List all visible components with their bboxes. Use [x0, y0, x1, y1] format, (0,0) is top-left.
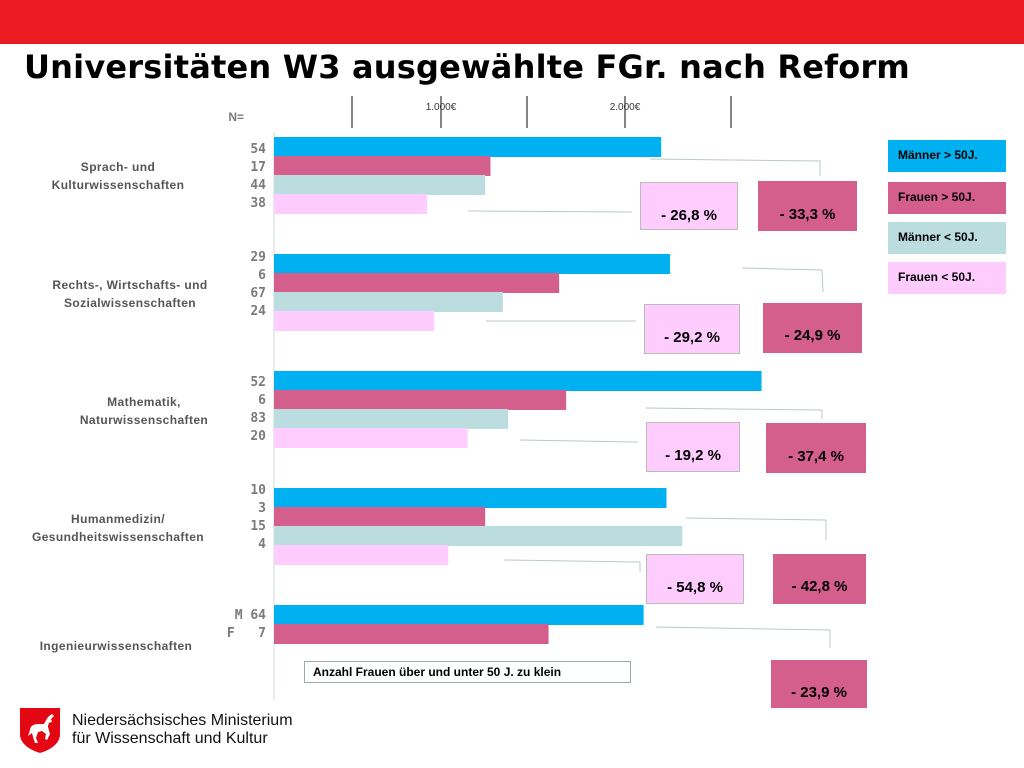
n-value: 17: [250, 160, 266, 175]
top-red-bar: [0, 0, 1024, 44]
n-value: M 64: [234, 608, 266, 623]
category-label-line: Mathematik,: [107, 395, 181, 409]
bar-3-0: [274, 488, 667, 508]
connector-line: [655, 626, 831, 648]
connector-line: [519, 439, 639, 443]
diff-box-ueber-50: - 23,9 %: [771, 660, 867, 708]
ministry-name: Niedersächsisches Ministerium für Wissen…: [72, 712, 293, 748]
n-value: 4: [258, 537, 266, 552]
bar-4-0: [274, 605, 644, 625]
axis-tick-label: 2.000€: [610, 102, 641, 113]
bar-1-2: [274, 292, 503, 312]
bar-3-2: [274, 526, 683, 546]
category-label-line: Sprach- und: [80, 160, 156, 174]
ministry-line: für Wissenschaft und Kultur: [72, 730, 268, 747]
n-value: 54: [250, 142, 266, 157]
connector-line: [645, 407, 823, 419]
diff-box-ueber-50: - 42,8 %: [773, 554, 866, 604]
diff-box-unter-50: - 26,8 %: [640, 182, 738, 230]
category-label-line: Sozialwissenschaften: [63, 296, 197, 310]
legend-frauen-ueber-50: Frauen > 50J.: [888, 182, 1006, 214]
n-value: F 7: [226, 626, 266, 641]
diff-box-unter-50: - 19,2 %: [646, 422, 740, 472]
diff-box-ueber-50: - 33,3 %: [758, 181, 857, 231]
bar-4-1: [274, 624, 549, 644]
category-label-line: Rechts-, Wirtschafts- und: [52, 278, 208, 292]
bar-2-1: [274, 390, 567, 410]
n-header: N=: [228, 110, 244, 124]
n-value: 67: [250, 286, 266, 301]
n-value: 10: [250, 483, 266, 498]
category-label-line: Ingenieurwissenschaften: [39, 639, 193, 653]
n-value: 6: [258, 393, 266, 408]
diff-box-ueber-50: - 37,4 %: [766, 423, 866, 473]
bar-0-3: [274, 194, 428, 214]
page-title: Universitäten W3 ausgewählte FGr. nach R…: [24, 48, 910, 86]
n-value: 83: [250, 411, 266, 426]
connector-line: [649, 158, 821, 176]
connector-line: [503, 559, 641, 572]
category-label-mathematik: Mathematik, Naturwissenschaften: [34, 393, 254, 429]
bar-1-1: [274, 273, 560, 293]
axis-tick-label: 1.000€: [426, 102, 457, 113]
legend-maenner-ueber-50: Männer > 50J.: [888, 140, 1006, 172]
diff-box-ueber-50: - 24,9 %: [763, 303, 862, 353]
n-value: 52: [250, 375, 266, 390]
connector-line: [741, 267, 824, 293]
n-value: 20: [250, 429, 266, 444]
n-value: 6: [258, 268, 266, 283]
legend-frauen-unter-50: Frauen < 50J.: [888, 262, 1006, 294]
bar-2-3: [274, 428, 468, 448]
niedersachsen-horse-logo: [18, 706, 62, 759]
category-label-sprach: Sprach- und Kulturwissenschaften: [8, 158, 228, 194]
category-label-line: Kulturwissenschaften: [51, 178, 185, 192]
bar-1-3: [274, 311, 435, 331]
n-value: 44: [250, 178, 266, 193]
diff-box-unter-50: - 54,8 %: [646, 554, 744, 604]
n-value: 24: [250, 304, 266, 319]
n-value: 29: [250, 250, 266, 265]
category-label-line: Humanmedizin/: [71, 512, 165, 526]
category-label-humanmedizin: Humanmedizin/ Gesundheitswissenschaften: [8, 510, 228, 546]
ministry-line: Niedersächsisches Ministerium: [72, 712, 293, 729]
connector-line: [467, 210, 633, 213]
category-label-line: Naturwissenschaften: [79, 413, 209, 427]
n-value: 38: [250, 196, 266, 211]
connector-line: [685, 517, 827, 540]
bar-chart: 1.000€ 2.000€: [273, 96, 831, 700]
bar-3-3: [274, 545, 449, 565]
category-label-rechts: Rechts-, Wirtschafts- und Sozialwissensc…: [20, 276, 240, 312]
bar-3-1: [274, 507, 486, 527]
bar-0-2: [274, 175, 486, 195]
note-box: Anzahl Frauen über und unter 50 J. zu kl…: [304, 661, 631, 683]
n-value: 3: [258, 501, 266, 516]
category-label-line: Gesundheitswissenschaften: [31, 530, 205, 544]
bar-0-1: [274, 156, 491, 176]
bar-2-0: [274, 371, 762, 391]
diff-box-unter-50: - 29,2 %: [644, 304, 740, 354]
bar-2-2: [274, 409, 509, 429]
bar-1-0: [274, 254, 670, 274]
n-value: 15: [250, 519, 266, 534]
bar-0-0: [274, 137, 662, 157]
legend-maenner-unter-50: Männer < 50J.: [888, 222, 1006, 254]
category-label-ingenieur: Ingenieurwissenschaften: [6, 637, 226, 655]
